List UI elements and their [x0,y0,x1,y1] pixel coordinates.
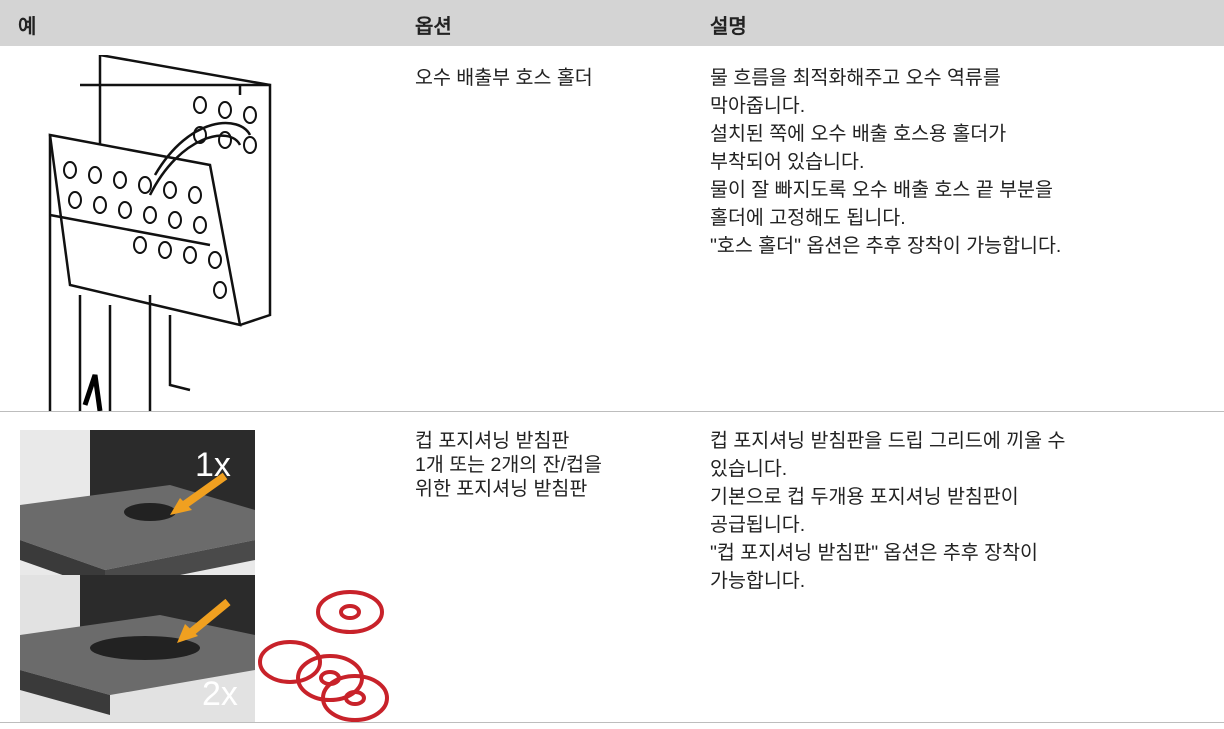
description-line: "컵 포지셔닝 받침판" 옵션은 추후 장착이 [710,542,1038,564]
cup-plate-image: 1x 2x [20,430,389,722]
table-header: 예 옵션 설명 [0,0,1224,46]
image-label: 2x [202,675,238,713]
header-cell: 옵션 [415,16,452,38]
option-text: 컵 포지셔닝 받침판 [415,430,570,452]
option-text: 오수 배출부 호스 홀더 [415,67,593,89]
description-line: 물 흐름을 최적화해주고 오수 역류를 [710,67,1001,89]
description-cell: 물 흐름을 최적화해주고 오수 역류를 막아줍니다. 설치된 쪽에 오수 배출 … [710,64,1061,260]
row-separator [0,411,1224,412]
description-cell: 컵 포지셔닝 받침판을 드립 그리드에 끼울 수 있습니다. 기본으로 컵 두개… [710,427,1065,595]
header-cell: 설명 [710,16,747,38]
row-separator [0,722,1224,723]
hose-holder-image [48,55,272,411]
option-text: 위한 포지셔닝 받침판 [415,478,588,500]
description-line: 가능합니다. [710,570,806,592]
image-label: 1x [195,446,231,484]
description-line: 막아줍니다. [710,95,806,117]
description-line: 물이 잘 빠지도록 오수 배출 호스 끝 부분을 [710,179,1053,201]
description-line: 공급됩니다. [710,514,806,536]
description-line: 있습니다. [710,458,788,480]
header-cell: 예 [18,16,37,38]
description-line: 홀더에 고정해도 됩니다. [710,207,906,229]
description-line: 기본으로 컵 두개용 포지셔닝 받침판이 [710,486,1019,508]
description-line: "호스 홀더" 옵션은 추후 장착이 가능합니다. [710,235,1062,257]
description-line: 컵 포지셔닝 받침판을 드립 그리드에 끼울 수 [710,430,1066,452]
option-text: 1개 또는 2개의 잔/컵을 [415,454,602,476]
description-line: 부착되어 있습니다. [710,151,865,173]
option-cell: 오수 배출부 호스 홀더 [415,64,593,92]
option-cell: 컵 포지셔닝 받침판 1개 또는 2개의 잔/컵을 위한 포지셔닝 받침판 [415,427,602,503]
description-line: 설치된 쪽에 오수 배출 호스용 홀더가 [710,123,1007,145]
